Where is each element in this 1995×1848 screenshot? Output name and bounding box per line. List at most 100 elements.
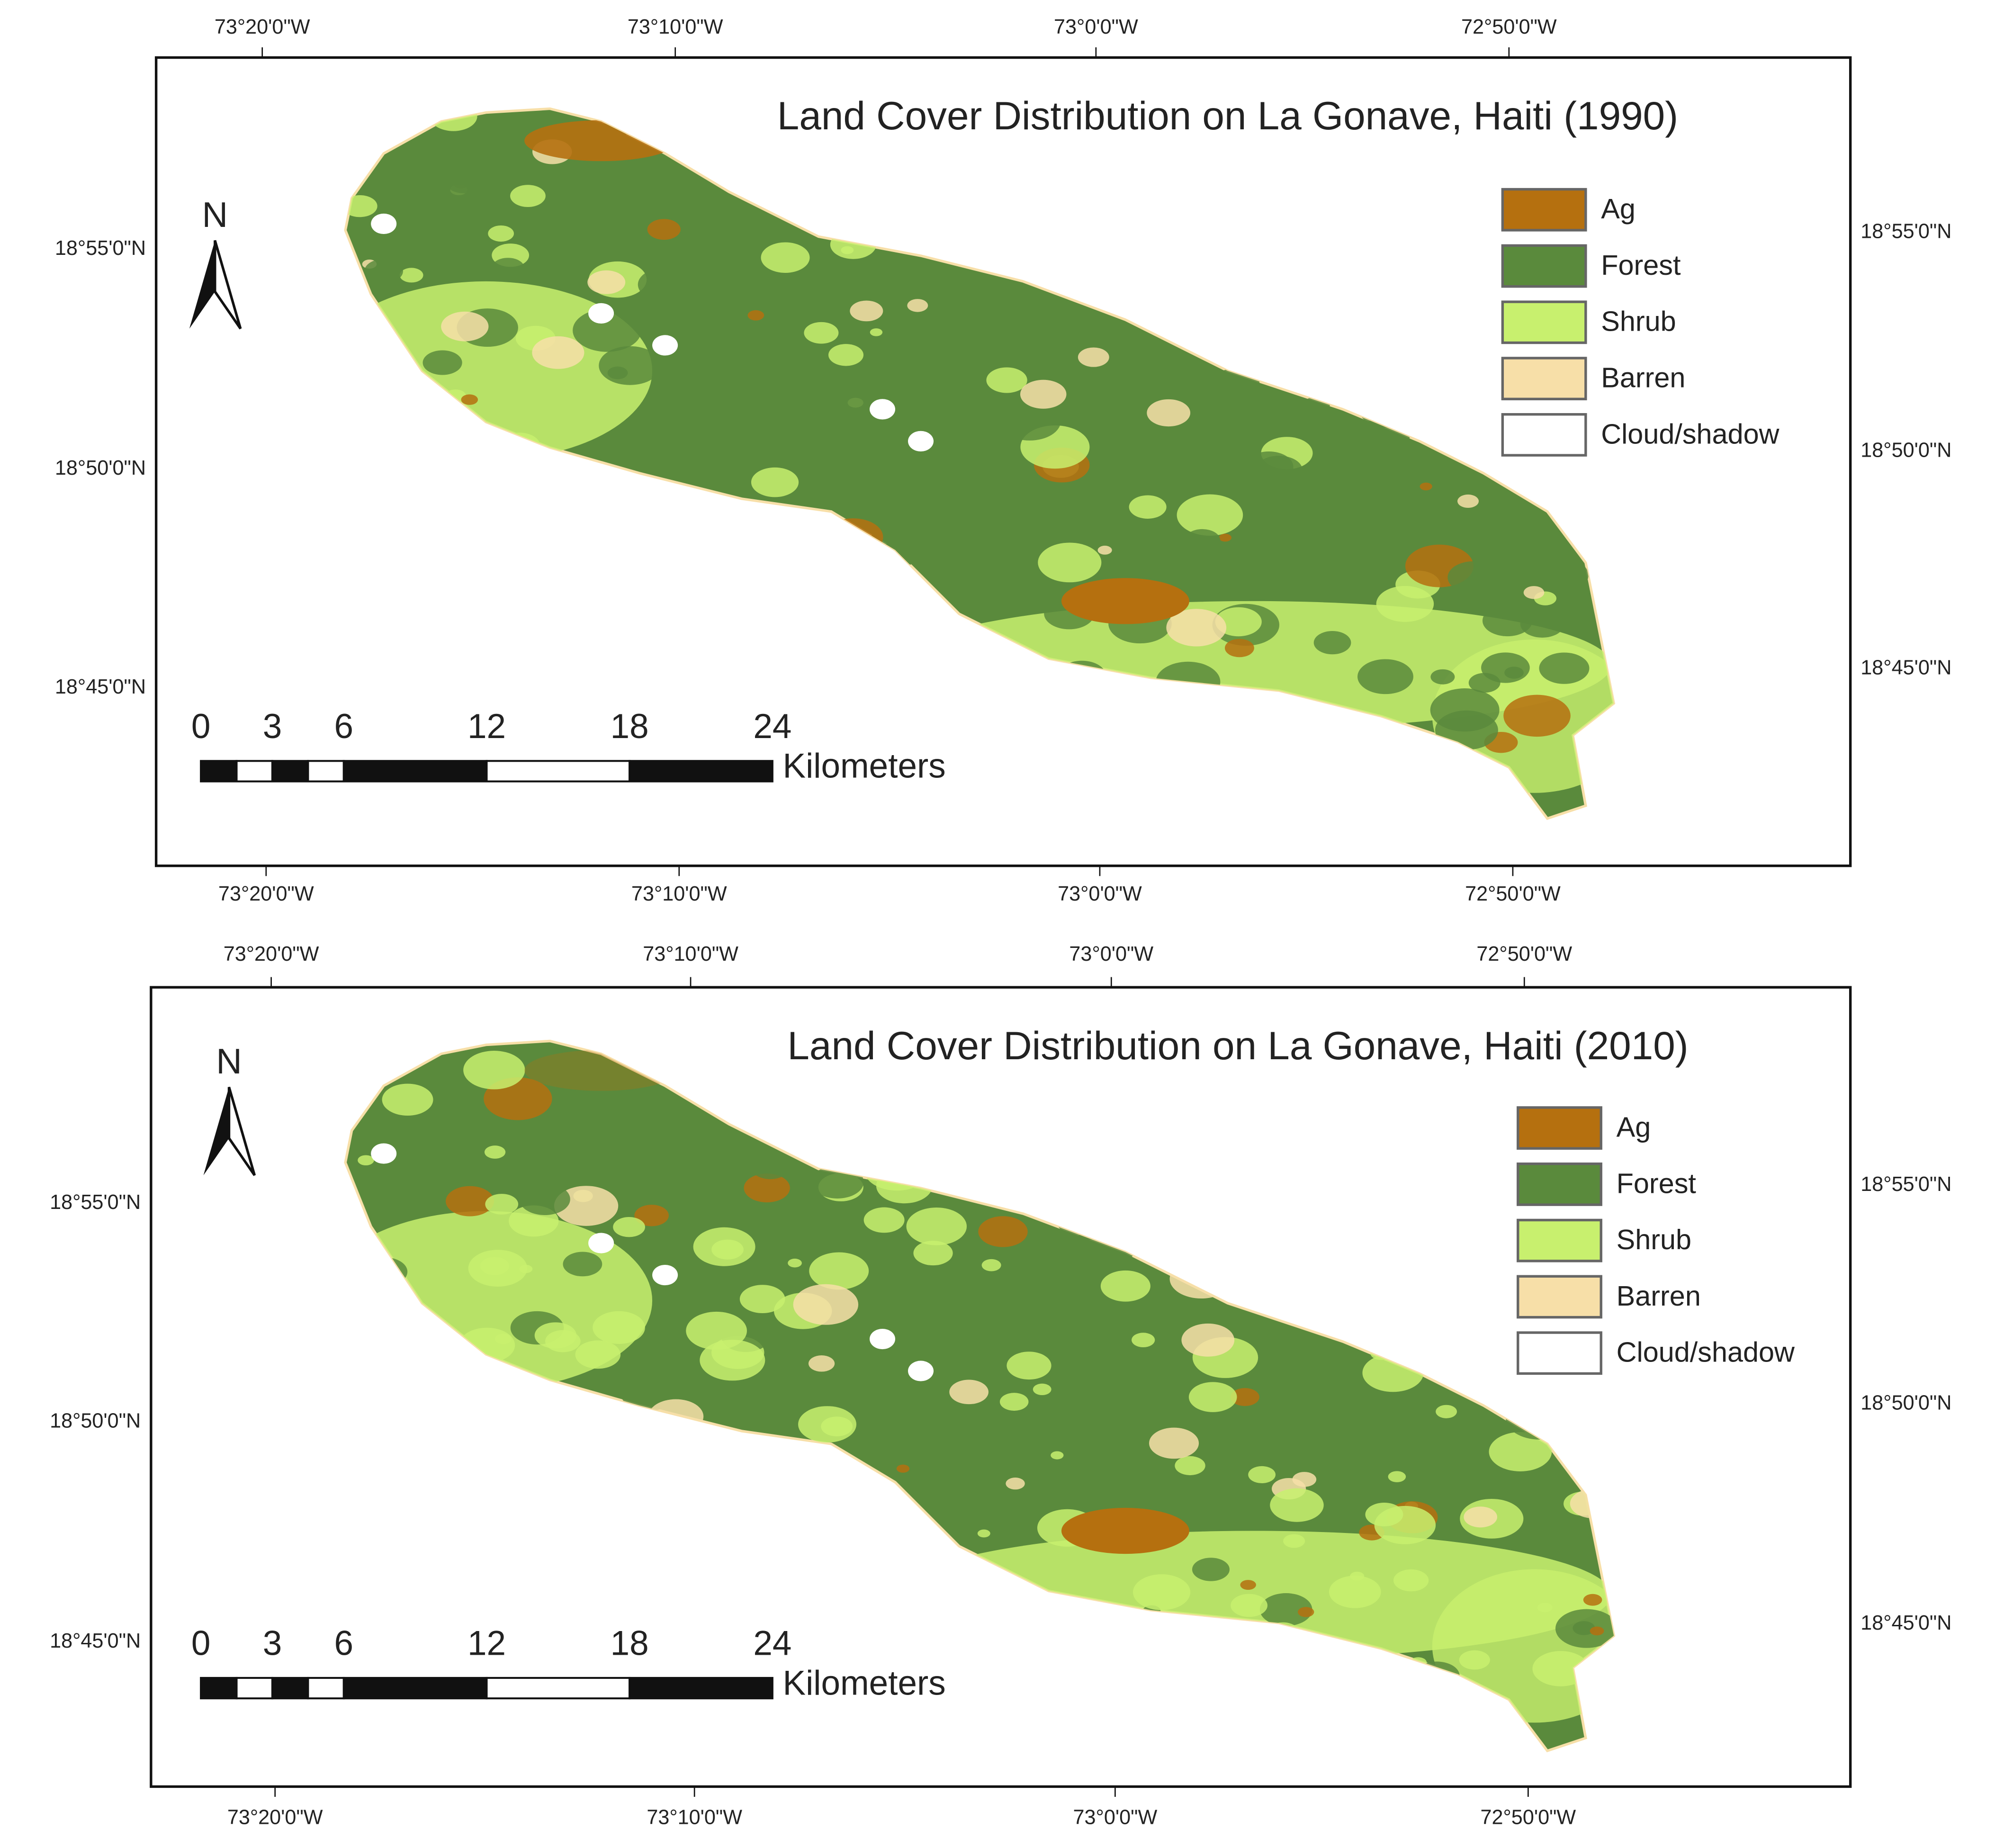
lon-label: 72°50'0"W [1476, 943, 1572, 965]
patch [933, 402, 989, 438]
scale-tick-label: 0 [191, 1624, 211, 1663]
lon-label: 73°10'0"W [647, 1806, 742, 1829]
scale-tick-label: 3 [263, 1624, 282, 1663]
scale-tick-label: 18 [611, 707, 649, 746]
patch [1149, 1427, 1199, 1459]
patch [896, 1464, 910, 1473]
patch [1230, 1388, 1259, 1406]
scale-tick-label: 0 [191, 707, 211, 746]
patch [647, 219, 681, 240]
cloud [371, 1143, 397, 1164]
patch [1457, 494, 1479, 508]
ag-area [1061, 578, 1189, 624]
patch [1376, 586, 1434, 622]
patch [468, 1250, 528, 1287]
patch [1251, 484, 1278, 501]
patch [1294, 485, 1353, 522]
legend-label: Barren [1617, 1280, 1701, 1312]
patch [1132, 1574, 1191, 1610]
cloud [588, 303, 614, 324]
patch [1132, 1333, 1155, 1348]
legend-swatch [1517, 1218, 1602, 1262]
patch [1292, 1472, 1317, 1487]
scale-unit: Kilometers [782, 1664, 945, 1702]
patch [1283, 1534, 1305, 1548]
scale-tick-label: 24 [753, 707, 791, 746]
patch [978, 509, 1027, 541]
patch [1503, 694, 1571, 737]
patch [1447, 561, 1499, 594]
lon-label: 72°50'0"W [1480, 1806, 1576, 1829]
legend-label: Shrub [1617, 1224, 1691, 1255]
patch [1377, 1399, 1444, 1442]
lon-label: 73°20'0"W [215, 16, 310, 38]
patch [1144, 1458, 1161, 1469]
patch [1537, 1603, 1553, 1613]
patch [773, 383, 815, 409]
patch [1374, 1505, 1436, 1544]
patch [1070, 1470, 1124, 1504]
patch [894, 348, 951, 384]
patch [1534, 558, 1589, 593]
patch [870, 328, 883, 336]
patch [529, 1128, 576, 1158]
cloud [908, 431, 934, 451]
patch [446, 1186, 494, 1217]
legend-label: Shrub [1601, 306, 1676, 337]
scale-tick-label: 6 [334, 1624, 354, 1663]
patch [1219, 533, 1231, 542]
patch [1350, 1571, 1365, 1581]
patch [744, 1173, 790, 1203]
patch [690, 377, 747, 413]
patch [1393, 1569, 1429, 1592]
scale-tick-label: 12 [467, 707, 506, 746]
patch [399, 268, 423, 283]
legend-swatch [1517, 1106, 1602, 1150]
patch [422, 350, 462, 375]
patch [1324, 542, 1376, 575]
patch [1192, 1558, 1230, 1581]
scale-segment [485, 760, 631, 783]
patch [793, 1284, 859, 1325]
patch [1215, 607, 1262, 637]
patch [575, 1340, 621, 1369]
patch [1464, 1506, 1498, 1528]
patch [977, 1529, 990, 1538]
patch [593, 1311, 645, 1344]
scale-tick-label: 3 [263, 707, 282, 746]
patch [1020, 379, 1067, 409]
patch [1073, 1398, 1125, 1431]
legend-label: Forest [1617, 1167, 1697, 1199]
patch [828, 344, 864, 366]
patch [863, 1207, 905, 1233]
scale-segment [342, 1677, 488, 1700]
patch [510, 185, 546, 207]
patch [358, 1155, 374, 1166]
patch [1430, 669, 1455, 685]
lon-label: 73°0'0"W [1069, 943, 1153, 965]
lon-label: 73°10'0"W [628, 16, 723, 38]
patch [998, 401, 1061, 441]
patch [751, 467, 799, 497]
patch [1436, 1405, 1457, 1418]
scale-segment [200, 760, 238, 783]
patch [1224, 639, 1254, 658]
patch [1430, 688, 1500, 732]
patch [1184, 529, 1221, 552]
legend-swatch [1517, 1331, 1602, 1375]
patch [1166, 609, 1227, 647]
patch [573, 309, 642, 352]
north-arrow [189, 240, 215, 329]
patch [860, 1361, 873, 1369]
patch [790, 345, 814, 361]
patch [519, 1183, 570, 1215]
lon-label: 73°0'0"W [1058, 883, 1142, 905]
legend-label: Cloud/shadow [1617, 1336, 1795, 1368]
patch [945, 1482, 973, 1500]
scale-segment [235, 760, 273, 783]
patch [1231, 1594, 1267, 1617]
patch [1388, 1471, 1406, 1482]
patch [1132, 563, 1146, 572]
patch [1357, 659, 1413, 694]
